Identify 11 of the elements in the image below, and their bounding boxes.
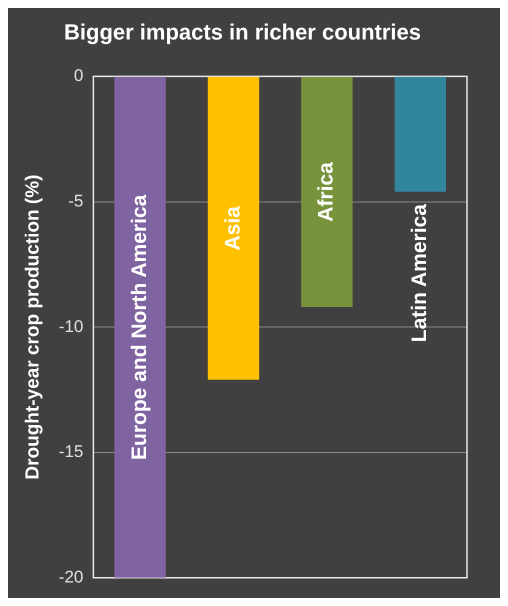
y-tick-label: -15 (58, 442, 84, 462)
x-tick-label: Asia (221, 206, 244, 251)
y-tick-label: -20 (58, 567, 84, 586)
y-tick-label: 0 (74, 66, 84, 86)
y-tick-label: -10 (58, 316, 84, 336)
x-tick-label: Latin America (408, 204, 432, 342)
y-tick-label: -5 (68, 191, 84, 210)
x-tick-label: Africa (314, 162, 338, 222)
y-axis-title: Drought-year crop production (%) (22, 174, 44, 480)
x-tick-label: Europe and North America (128, 194, 151, 460)
chart-title: Bigger impacts in richer countries (64, 19, 421, 44)
